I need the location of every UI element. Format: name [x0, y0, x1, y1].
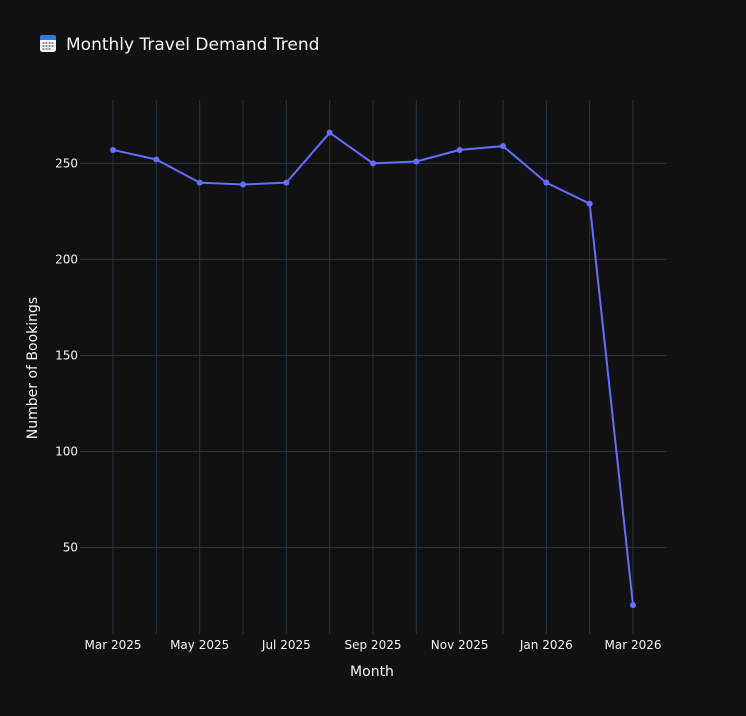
- series-layer: [110, 129, 636, 609]
- y-tick-label: 150: [55, 348, 78, 362]
- x-tick-label: Mar 2025: [85, 638, 142, 652]
- grid: [80, 100, 666, 634]
- data-point[interactable]: [500, 143, 506, 150]
- data-point[interactable]: [326, 129, 333, 136]
- y-axis-ticks: 50 100 150 200 250: [55, 156, 78, 554]
- chart-title: Monthly Travel Demand Trend: [66, 35, 319, 55]
- x-tick-label: Mar 2026: [605, 638, 662, 652]
- x-tick-label: Sep 2025: [345, 638, 402, 652]
- x-tick-label: Jan 2026: [519, 638, 573, 652]
- y-tick-label: 250: [55, 156, 78, 170]
- data-point[interactable]: [240, 181, 246, 188]
- data-point[interactable]: [543, 179, 550, 186]
- data-point[interactable]: [413, 158, 420, 165]
- data-point[interactable]: [196, 179, 203, 186]
- y-axis-title: Number of Bookings: [25, 297, 41, 439]
- chart-title-group: Monthly Travel Demand Trend: [40, 35, 319, 55]
- x-axis-title: Month: [350, 664, 394, 680]
- data-point[interactable]: [153, 156, 160, 163]
- calendar-icon: [40, 35, 56, 52]
- data-point[interactable]: [456, 146, 463, 153]
- y-tick-label: 50: [63, 541, 78, 555]
- x-tick-label: Nov 2025: [431, 638, 489, 652]
- y-tick-label: 200: [55, 252, 78, 266]
- data-point[interactable]: [283, 179, 290, 186]
- x-tick-label: May 2025: [170, 638, 229, 652]
- data-point[interactable]: [630, 602, 636, 609]
- y-tick-label: 100: [55, 445, 78, 459]
- x-axis-ticks: Mar 2025 May 2025 Jul 2025 Sep 2025 Nov 2025…: [85, 638, 662, 652]
- data-point[interactable]: [110, 146, 116, 153]
- data-point[interactable]: [370, 160, 376, 167]
- data-point[interactable]: [586, 200, 593, 207]
- x-tick-label: Jul 2025: [261, 638, 311, 652]
